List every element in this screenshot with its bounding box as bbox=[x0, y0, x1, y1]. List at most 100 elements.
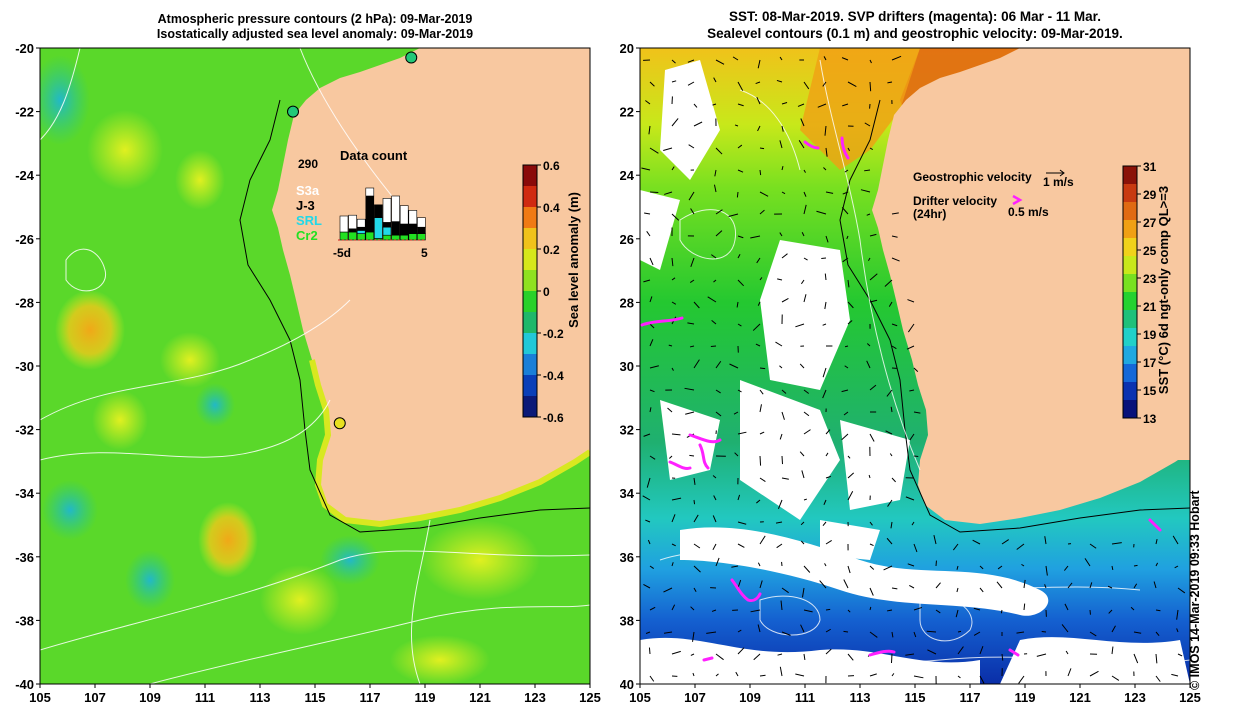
geostrophic-arrow bbox=[643, 583, 651, 589]
colorbar-segment bbox=[1123, 382, 1137, 401]
shelf-break-line bbox=[239, 99, 590, 533]
geostrophic-arrow bbox=[803, 204, 807, 215]
geostrophic-arrow bbox=[759, 674, 766, 677]
geostrophic-arrow bbox=[891, 587, 898, 590]
data-count-bar-cr2 bbox=[382, 234, 392, 241]
y-tick-label: -38 bbox=[15, 613, 34, 628]
geostrophic-arrow bbox=[693, 514, 699, 523]
geostrophic-arrow bbox=[864, 122, 871, 127]
colorbar-segment bbox=[1123, 256, 1137, 275]
y-tick-label: -22 bbox=[15, 105, 34, 120]
x-tick-label: 123 bbox=[524, 690, 546, 705]
y-tick-label: -26 bbox=[620, 232, 634, 247]
geostrophic-arrow bbox=[736, 301, 739, 308]
geostrophic-arrow bbox=[756, 499, 761, 504]
velocity-legend: Geostrophic velocity 1 m/s Drifter veloc… bbox=[913, 169, 1074, 221]
geostrophic-arrow bbox=[913, 411, 921, 414]
geostrophic-arrow bbox=[759, 191, 769, 197]
geostrophic-arrow bbox=[781, 389, 787, 394]
geostrophic-arrow bbox=[891, 477, 896, 483]
colorbar-tick-label: 31 bbox=[1143, 160, 1157, 174]
geostrophic-arrow bbox=[649, 565, 654, 569]
geostrophic-arrow bbox=[824, 301, 827, 310]
geostrophic-arrow bbox=[799, 451, 805, 457]
x-tick-label: 113 bbox=[250, 690, 271, 705]
geostrophic-arrow bbox=[671, 562, 674, 567]
geostrophic-arrow bbox=[800, 624, 805, 633]
colorbar-tick-label: 23 bbox=[1143, 272, 1157, 286]
geostrophic-arrow bbox=[693, 543, 701, 549]
geostrophic-arrow bbox=[779, 232, 783, 237]
legend-s3a: S3a bbox=[296, 183, 320, 198]
geostrophic-arrow bbox=[688, 144, 695, 149]
geostrophic-arrow bbox=[956, 587, 959, 593]
geostrophic-arrow bbox=[759, 535, 766, 545]
geostrophic-arrow bbox=[1111, 675, 1120, 681]
x-tick-label: 109 bbox=[139, 690, 161, 705]
y-tick-label: -40 bbox=[15, 677, 34, 692]
colorbar-segment bbox=[523, 333, 537, 355]
geostrophic-arrow bbox=[671, 257, 674, 267]
geostrophic-arrow bbox=[844, 169, 849, 173]
colorbar-tick-label: 15 bbox=[1143, 384, 1157, 398]
geostrophic-arrow bbox=[775, 521, 783, 524]
geostrophic-arrow bbox=[779, 433, 783, 440]
geostrophic-arrow bbox=[667, 407, 673, 413]
geostrophic-arrow bbox=[822, 521, 827, 526]
geostrophic-arrow bbox=[706, 631, 717, 634]
tide-gauge-marker bbox=[287, 105, 299, 118]
anomaly-blobs bbox=[40, 55, 540, 684]
data-count-bar-cr2 bbox=[348, 231, 357, 241]
geostrophic-arrow bbox=[841, 207, 849, 215]
geostrophic-arrow bbox=[886, 389, 893, 397]
geostrophic-arrow bbox=[887, 81, 893, 84]
legend-cr2: Cr2 bbox=[296, 228, 318, 243]
geostrophic-arrow bbox=[1064, 603, 1069, 611]
colorbar-tick-label: -0.2 bbox=[543, 327, 564, 341]
geostrophic-arrow bbox=[779, 140, 783, 149]
geostrophic-arrow bbox=[1130, 606, 1135, 611]
left-title-line2: Isostatically adjusted sea level anomaly… bbox=[156, 27, 474, 41]
geostrophic-arrow bbox=[757, 562, 761, 567]
geostrophic-arrow bbox=[1023, 603, 1026, 611]
colorbar-segment bbox=[1123, 184, 1137, 203]
geostrophic-arrow bbox=[643, 433, 651, 437]
geostrophic-arrow bbox=[715, 653, 724, 661]
colorbar-segment bbox=[1123, 364, 1137, 383]
geostrophic-arrow bbox=[825, 147, 828, 157]
geostrophic-arrow bbox=[649, 81, 655, 87]
geostrophic-arrow bbox=[841, 57, 849, 61]
tide-gauge-marker bbox=[333, 417, 346, 430]
geostrophic-arrow bbox=[1177, 587, 1186, 594]
geostrophic-arrow bbox=[869, 543, 874, 547]
geostrophic-arrow bbox=[1172, 535, 1179, 545]
geostrophic-arrow bbox=[868, 474, 871, 479]
x-tick-label: 121 bbox=[1069, 690, 1091, 705]
geostrophic-arrow bbox=[1111, 646, 1114, 655]
geostrophic-arrow bbox=[690, 606, 695, 611]
geostrophic-arrow bbox=[816, 210, 827, 215]
geostrophic-arrow bbox=[647, 539, 651, 545]
geostrophic-arrow bbox=[671, 433, 681, 436]
geostrophic-arrow bbox=[714, 169, 717, 177]
geostrophic-arrow bbox=[843, 411, 849, 416]
geostrophic-arrow bbox=[847, 147, 851, 152]
geostrophic-arrow bbox=[1001, 539, 1009, 545]
x-tick-label: 123 bbox=[1124, 690, 1146, 705]
geostrophic-arrow bbox=[649, 147, 659, 154]
geostrophic-arrow bbox=[797, 103, 805, 107]
x-tick-label: 115 bbox=[305, 690, 326, 705]
right-title: SST: 08-Mar-2019. SVP drifters (magenta)… bbox=[640, 8, 1190, 42]
geostrophic-arrow bbox=[715, 360, 722, 369]
geostrophic-arrow bbox=[955, 609, 959, 618]
y-tick-label: -34 bbox=[620, 486, 635, 501]
colorbar-tick-label: 19 bbox=[1143, 328, 1157, 342]
x-tick-label: 125 bbox=[579, 690, 601, 705]
data-count-bar-j-3 bbox=[365, 195, 375, 233]
geostrophic-arrow bbox=[1021, 563, 1025, 567]
y-tick-label: -38 bbox=[620, 613, 634, 628]
geostrophic-arrow bbox=[803, 498, 808, 501]
geostrophic-arrow bbox=[956, 565, 959, 570]
geostrophic-arrow bbox=[644, 212, 651, 215]
geostrophic-arrow bbox=[869, 59, 872, 64]
